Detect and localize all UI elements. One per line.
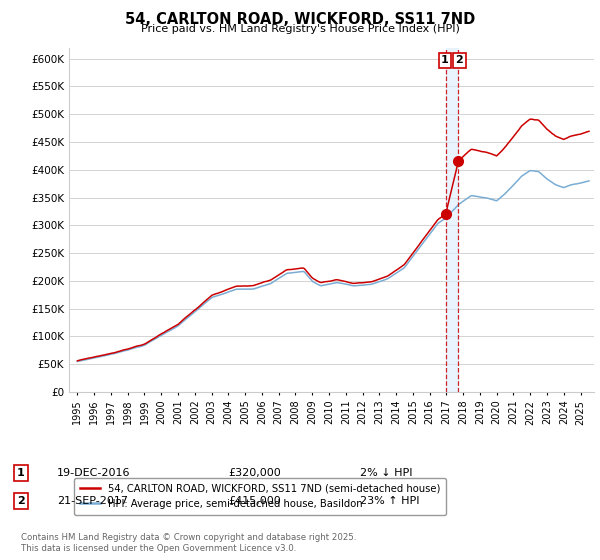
Text: Price paid vs. HM Land Registry's House Price Index (HPI): Price paid vs. HM Land Registry's House … bbox=[140, 24, 460, 34]
Text: 1: 1 bbox=[17, 468, 25, 478]
Text: 19-DEC-2016: 19-DEC-2016 bbox=[57, 468, 131, 478]
Text: £320,000: £320,000 bbox=[228, 468, 281, 478]
Text: Contains HM Land Registry data © Crown copyright and database right 2025.
This d: Contains HM Land Registry data © Crown c… bbox=[21, 533, 356, 553]
Text: £415,000: £415,000 bbox=[228, 496, 281, 506]
Legend: 54, CARLTON ROAD, WICKFORD, SS11 7ND (semi-detached house), HPI: Average price, : 54, CARLTON ROAD, WICKFORD, SS11 7ND (se… bbox=[74, 478, 446, 515]
Text: 2: 2 bbox=[17, 496, 25, 506]
Text: 54, CARLTON ROAD, WICKFORD, SS11 7ND: 54, CARLTON ROAD, WICKFORD, SS11 7ND bbox=[125, 12, 475, 27]
Text: 1: 1 bbox=[441, 55, 449, 66]
Text: 23% ↑ HPI: 23% ↑ HPI bbox=[360, 496, 419, 506]
Text: 2: 2 bbox=[455, 55, 463, 66]
Text: 21-SEP-2017: 21-SEP-2017 bbox=[57, 496, 128, 506]
Bar bbox=[446, 48, 458, 392]
Text: 2% ↓ HPI: 2% ↓ HPI bbox=[360, 468, 413, 478]
